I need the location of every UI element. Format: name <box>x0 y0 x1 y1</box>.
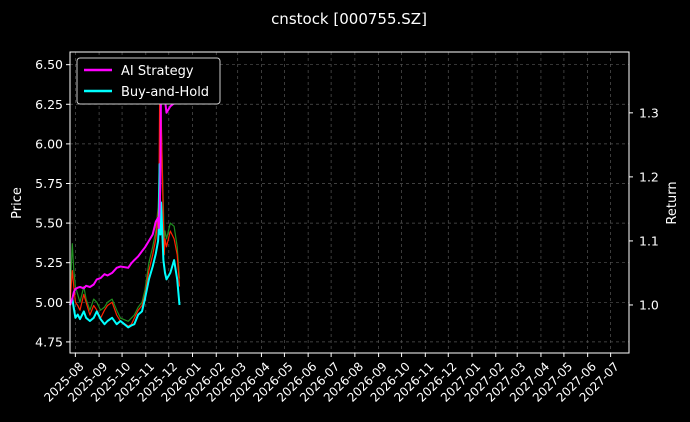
y-axis-label-left: Price <box>10 187 25 219</box>
y-axis-label-right: Return <box>665 181 680 224</box>
plot-frame <box>69 51 630 354</box>
series-line-buy-and-hold <box>69 163 181 329</box>
y-left-tick-label: 6.00 <box>35 136 63 151</box>
series-line-left-price-2 <box>69 103 181 327</box>
y-right-tick-label: 1.0 <box>639 297 659 312</box>
y-left-tick-label: 6.50 <box>35 57 63 72</box>
right-axis: 1.0 1.1 1.2 1.3 <box>629 105 659 312</box>
left-axis: 4.75 5.00 5.25 5.50 5.75 6.00 6.25 6.50 <box>35 57 70 349</box>
y-left-tick-label: 5.50 <box>35 216 63 231</box>
legend-label-ai-strategy: AI Strategy <box>121 64 194 79</box>
y-left-tick-label: 5.25 <box>35 255 63 270</box>
legend-label-buy-and-hold: Buy-and-Hold <box>121 85 209 100</box>
legend-box <box>76 57 221 105</box>
y-left-tick-label: 5.75 <box>35 176 63 191</box>
legend: AI Strategy Buy-and-Hold <box>76 57 221 105</box>
y-right-tick-label: 1.2 <box>639 169 659 184</box>
y-left-tick-label: 6.25 <box>35 97 63 112</box>
y-left-tick-label: 4.75 <box>35 334 63 349</box>
y-right-tick-label: 1.1 <box>639 233 659 248</box>
y-left-tick-label: 5.00 <box>35 295 63 310</box>
y-right-tick-label: 1.3 <box>639 105 659 120</box>
chart-title: cnstock [000755.SZ] <box>271 10 427 28</box>
